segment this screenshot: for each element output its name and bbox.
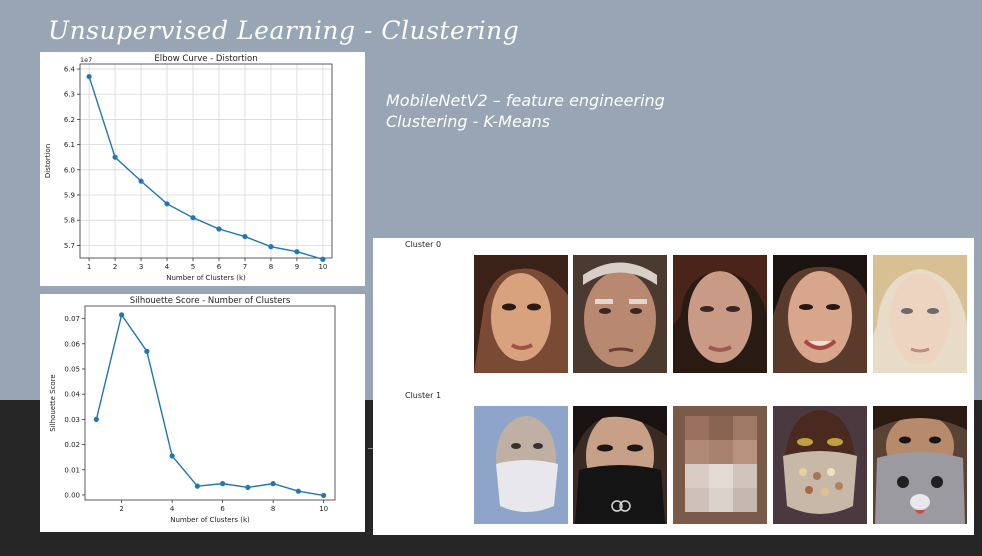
y-tick-label: 6.3 [64, 91, 75, 99]
y-tick-label: 0.01 [64, 466, 80, 474]
x-axis-label: Number of Clusters (k) [166, 274, 246, 282]
data-point [144, 348, 150, 354]
x-tick-label: 2 [119, 505, 123, 513]
x-tick-label: 7 [243, 263, 247, 271]
silhouette-chart: 2 4 6 8 10 0.00 0.01 0.02 0.03 0.04 0.05 0.06 0.07 Si… [49, 296, 336, 524]
face-image-woman-red-hair [673, 255, 767, 373]
x-tick-label: 6 [217, 263, 222, 271]
x-tick-label: 3 [139, 263, 143, 271]
face-image-man-white-mask [474, 406, 568, 524]
data-point [119, 312, 125, 318]
y-tick-label: 0.02 [64, 441, 80, 449]
face-image-woman-sequin-mask [773, 406, 867, 524]
x-tick-label: 4 [165, 263, 170, 271]
data-point [295, 488, 301, 494]
face-image-elderly-man [573, 255, 667, 373]
data-point [268, 244, 274, 250]
data-point [320, 256, 326, 262]
face-image-woman-smiling [773, 255, 867, 373]
cluster-0-label: Cluster 0 [405, 240, 442, 249]
x-tick-label: 2 [113, 263, 117, 271]
y-axis-label: Silhouette Score [49, 374, 57, 431]
data-point [169, 453, 175, 459]
series-line [88, 76, 324, 260]
subtitle-block: MobileNetV2 – feature engineering Cluste… [386, 90, 665, 132]
y-tick-label: 0.07 [64, 315, 80, 323]
series-line [95, 313, 324, 497]
plot-frame [79, 63, 333, 259]
y-axis-multiplier: 1e7 [80, 56, 92, 64]
chart-title: Elbow Curve - Distortion [154, 54, 257, 64]
elbow-chart-panel: 1 2 3 4 5 6 7 8 9 10 5.7 5.8 5.9 6.0 6.1 6.2 6.3 6.4 Elbow… [40, 52, 365, 286]
x-tick-label: 5 [191, 263, 195, 271]
data-point [190, 215, 196, 221]
y-tick-label: 6.1 [64, 141, 75, 149]
data-point [321, 492, 327, 499]
data-point [220, 481, 226, 487]
chart-title: Silhouette Score - Number of Clusters [130, 296, 291, 306]
cluster-1-label: Cluster 1 [405, 391, 442, 400]
x-tick-label: 1 [87, 263, 91, 271]
data-point [216, 226, 222, 232]
slide-title: Unsupervised Learning - Clustering [48, 16, 520, 45]
face-image-woman-blonde [873, 255, 967, 373]
y-tick-label: 0.05 [64, 365, 80, 373]
silhouette-chart-panel: 2 4 6 8 10 0.00 0.01 0.02 0.03 0.04 0.05 0.06 0.07 Si… [40, 294, 365, 532]
divider [368, 448, 374, 449]
x-tick-label: 8 [271, 505, 275, 513]
y-tick-label: 5.9 [64, 192, 75, 200]
y-tick-label: 0.00 [64, 491, 80, 499]
x-tick-label: 9 [295, 263, 299, 271]
y-tick-label: 6.2 [64, 116, 75, 124]
data-point [138, 178, 144, 184]
x-tick-label: 6 [220, 505, 225, 513]
data-point [294, 249, 300, 255]
plot-frame [84, 305, 336, 501]
y-tick-label: 6.4 [64, 66, 76, 74]
face-image-child-bear-mask [873, 406, 967, 524]
subtitle-line-2: Clustering - K-Means [386, 112, 551, 131]
subtitle-line-1: MobileNetV2 – feature engineering [386, 91, 665, 110]
y-tick-label: 0.04 [64, 391, 80, 399]
x-tick-label: 8 [269, 263, 273, 271]
y-tick-label: 5.8 [64, 217, 75, 225]
data-point [86, 73, 92, 80]
face-image-woman-black-mask [573, 406, 667, 524]
data-point [194, 483, 200, 489]
y-tick-label: 0.06 [64, 340, 80, 348]
y-tick-label: 6.0 [64, 166, 75, 174]
x-tick-label: 10 [318, 263, 327, 271]
data-point [242, 233, 248, 240]
x-tick-label: 4 [170, 505, 175, 513]
y-axis-label: Distortion [44, 144, 52, 178]
data-point [245, 484, 251, 491]
x-axis-label: Number of Clusters (k) [170, 516, 250, 524]
face-image-blurred-mask [673, 406, 767, 524]
y-tick-label: 5.7 [64, 242, 75, 250]
data-point [93, 416, 99, 422]
y-tick-label: 0.03 [64, 416, 80, 424]
data-point [112, 154, 118, 160]
face-image-woman-dark-hair [474, 255, 568, 373]
data-point [164, 201, 170, 207]
x-tick-label: 10 [319, 505, 328, 513]
cluster-images-panel: Cluster 0 Cluster 1 [373, 238, 974, 535]
data-point [270, 481, 276, 487]
elbow-chart: 1 2 3 4 5 6 7 8 9 10 5.7 5.8 5.9 6.0 6.1 6.2 6.3 6.4 Elbow… [44, 54, 333, 282]
